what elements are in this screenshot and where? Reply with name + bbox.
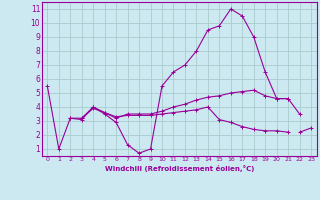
- X-axis label: Windchill (Refroidissement éolien,°C): Windchill (Refroidissement éolien,°C): [105, 165, 254, 172]
